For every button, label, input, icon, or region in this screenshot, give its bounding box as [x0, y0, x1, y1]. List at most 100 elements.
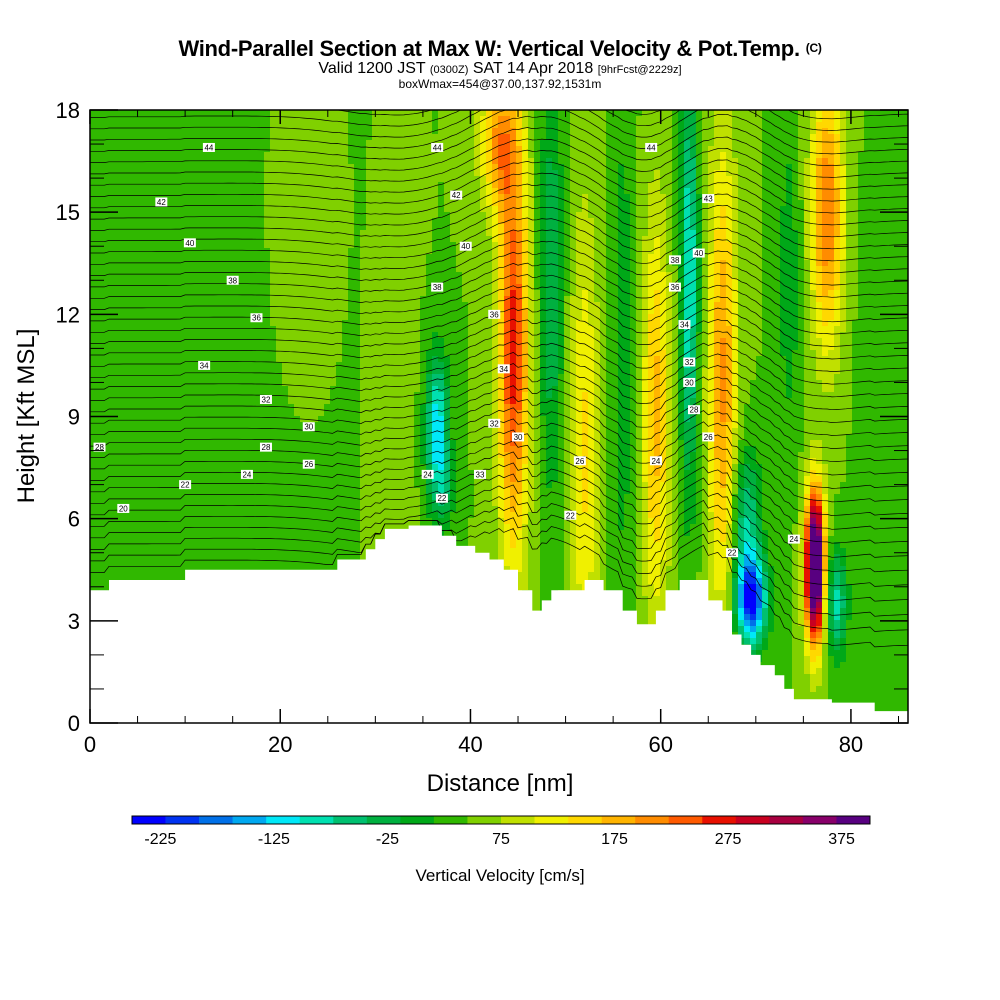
velocity-cell — [420, 218, 427, 225]
velocity-cell — [654, 152, 661, 159]
velocity-cell — [90, 212, 97, 219]
velocity-cell — [336, 302, 343, 309]
velocity-cell — [696, 266, 703, 273]
velocity-cell — [240, 284, 247, 291]
velocity-cell — [516, 266, 523, 273]
velocity-cell — [306, 302, 313, 309]
velocity-cell — [138, 278, 145, 285]
velocity-cell — [300, 128, 307, 135]
velocity-cell — [588, 290, 595, 297]
velocity-cell — [198, 194, 205, 201]
velocity-cell — [138, 248, 145, 255]
velocity-cell — [138, 242, 145, 249]
velocity-cell — [858, 194, 865, 201]
velocity-cell — [486, 302, 493, 309]
velocity-cell — [348, 284, 355, 291]
velocity-cell — [414, 164, 421, 171]
velocity-cell — [804, 188, 811, 195]
velocity-cell — [642, 242, 649, 249]
velocity-cell — [714, 164, 721, 171]
velocity-cell — [264, 176, 271, 183]
velocity-cell — [774, 230, 781, 237]
velocity-cell — [228, 158, 235, 165]
velocity-cell — [690, 320, 697, 327]
velocity-cell — [714, 302, 721, 309]
velocity-cell — [270, 302, 277, 309]
velocity-cell — [540, 176, 547, 183]
velocity-cell — [354, 164, 361, 171]
velocity-cell — [666, 242, 673, 249]
velocity-cell — [834, 110, 841, 117]
velocity-cell — [666, 206, 673, 213]
velocity-cell — [732, 134, 739, 141]
velocity-cell — [318, 218, 325, 225]
velocity-cell — [294, 146, 301, 153]
velocity-cell — [642, 194, 649, 201]
velocity-cell — [108, 158, 115, 165]
velocity-cell — [486, 170, 493, 177]
velocity-cell — [702, 266, 709, 273]
velocity-cell — [288, 188, 295, 195]
velocity-cell — [810, 176, 817, 183]
velocity-cell — [366, 290, 373, 297]
velocity-cell — [558, 188, 565, 195]
velocity-cell — [600, 296, 607, 303]
velocity-cell — [660, 212, 667, 219]
velocity-cell — [558, 158, 565, 165]
velocity-cell — [636, 254, 643, 261]
velocity-cell — [900, 122, 907, 129]
velocity-cell — [138, 200, 145, 207]
velocity-cell — [204, 200, 211, 207]
velocity-cell — [420, 212, 427, 219]
velocity-cell — [270, 224, 277, 231]
velocity-cell — [678, 266, 685, 273]
velocity-cell — [96, 278, 103, 285]
velocity-cell — [696, 134, 703, 141]
velocity-cell — [138, 110, 145, 117]
velocity-cell — [822, 278, 829, 285]
velocity-cell — [684, 218, 691, 225]
velocity-cell — [462, 260, 469, 267]
velocity-cell — [396, 242, 403, 249]
velocity-cell — [270, 212, 277, 219]
velocity-cell — [288, 122, 295, 129]
velocity-cell — [120, 116, 127, 123]
velocity-cell — [204, 194, 211, 201]
velocity-cell — [474, 152, 481, 159]
velocity-cell — [216, 122, 223, 129]
velocity-cell — [174, 200, 181, 207]
velocity-cell — [462, 146, 469, 153]
velocity-cell — [876, 158, 883, 165]
velocity-cell — [204, 248, 211, 255]
velocity-cell — [336, 194, 343, 201]
velocity-cell — [462, 212, 469, 219]
velocity-cell — [564, 128, 571, 135]
velocity-cell — [396, 254, 403, 261]
velocity-cell — [624, 176, 631, 183]
velocity-cell — [138, 254, 145, 261]
velocity-cell — [624, 194, 631, 201]
velocity-cell — [480, 290, 487, 297]
velocity-cell — [102, 206, 109, 213]
velocity-cell — [792, 314, 799, 321]
velocity-cell — [762, 236, 769, 243]
velocity-cell — [888, 110, 895, 117]
velocity-cell — [894, 206, 901, 213]
velocity-cell — [864, 230, 871, 237]
velocity-cell — [900, 176, 907, 183]
velocity-cell — [618, 260, 625, 267]
velocity-cell — [624, 170, 631, 177]
velocity-cell — [444, 254, 451, 261]
velocity-cell — [456, 200, 463, 207]
velocity-cell — [552, 158, 559, 165]
velocity-cell — [468, 320, 475, 327]
velocity-cell — [600, 152, 607, 159]
velocity-cell — [822, 182, 829, 189]
velocity-cell — [396, 284, 403, 291]
velocity-cell — [396, 128, 403, 135]
velocity-cell — [366, 236, 373, 243]
velocity-cell — [360, 218, 367, 225]
velocity-cell — [480, 152, 487, 159]
velocity-cell — [708, 278, 715, 285]
velocity-cell — [222, 158, 229, 165]
